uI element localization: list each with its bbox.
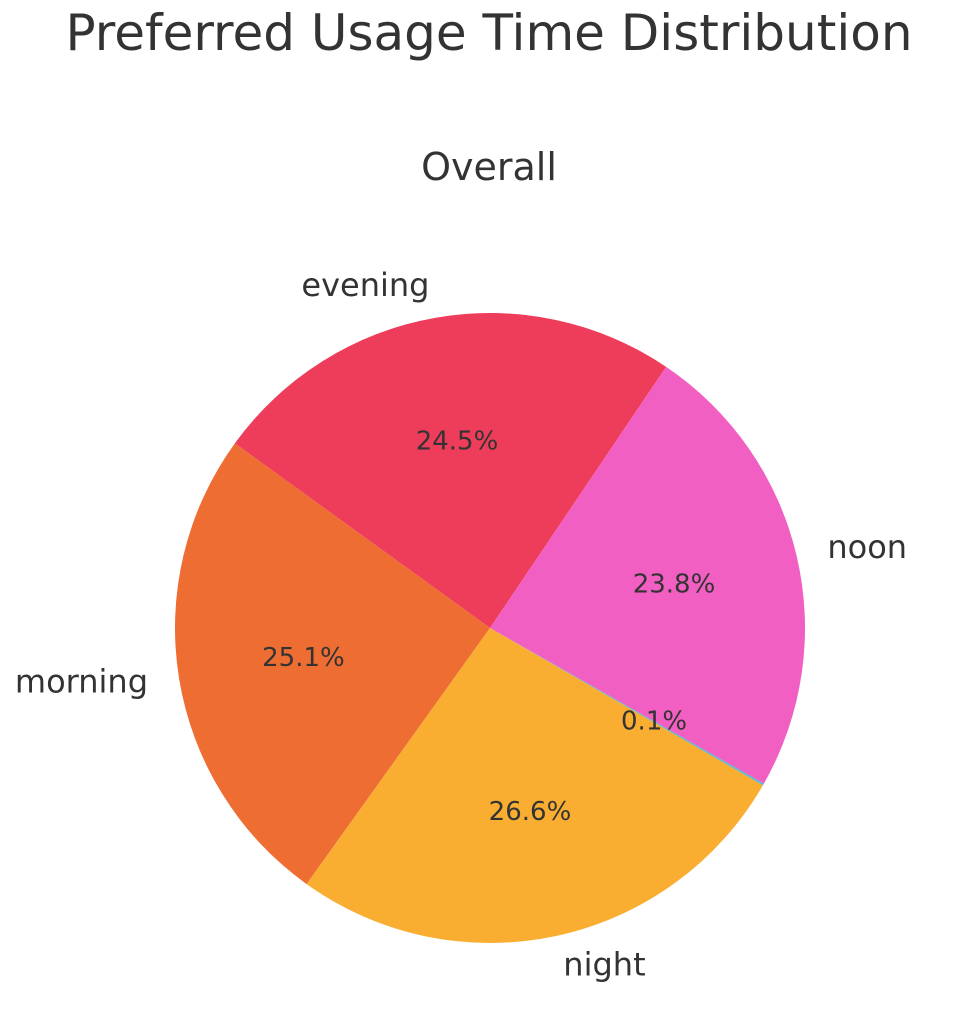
slice-label-noon: noon xyxy=(827,528,907,566)
slice-pct-label-noon: 23.8% xyxy=(633,569,716,599)
pie-slice-evening xyxy=(234,312,667,628)
chart-title: Preferred Usage Time Distribution xyxy=(65,4,912,62)
slice-label-evening: evening xyxy=(301,266,429,304)
pie-slice-morning xyxy=(174,443,491,885)
slice-pct-label-night: 26.6% xyxy=(489,797,572,827)
pie-labels: evening 24.5% morning 25.1% night 26.6% 0.1% no… xyxy=(15,266,907,984)
chart-subtitle: Overall xyxy=(421,145,557,189)
slice-label-night: night xyxy=(563,946,645,984)
pie-slice-night xyxy=(306,628,763,943)
pie-slice-unlabeled-3 xyxy=(490,628,764,786)
slice-label-morning: morning xyxy=(15,663,148,701)
pie-slice-noon xyxy=(490,366,805,784)
slice-pct-label-evening: 24.5% xyxy=(416,426,499,456)
slice-pct-label-morning: 25.1% xyxy=(262,643,345,673)
pie-slices xyxy=(174,312,805,943)
slice-pct-label-unlabeled-3: 0.1% xyxy=(621,706,687,736)
